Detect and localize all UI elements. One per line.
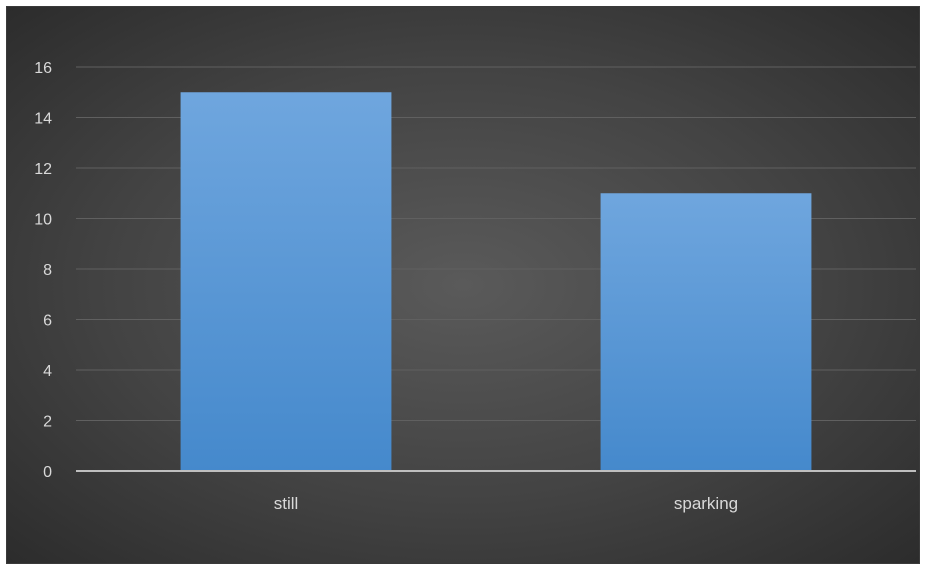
y-tick-label: 12 <box>34 161 52 178</box>
bar-sparking <box>600 193 812 471</box>
y-tick-label: 2 <box>43 414 52 431</box>
y-tick-label: 8 <box>43 262 52 279</box>
y-tick-label: 10 <box>34 212 52 229</box>
y-tick-label: 14 <box>34 111 52 128</box>
x-category-label: still <box>274 494 299 513</box>
x-axis-categories: still sparking <box>274 494 738 513</box>
y-tick-label: 0 <box>43 464 52 481</box>
y-axis-ticks: 0 2 4 6 8 10 12 14 16 <box>34 60 52 481</box>
bars <box>180 92 812 471</box>
y-tick-label: 16 <box>34 60 52 77</box>
y-tick-label: 4 <box>43 363 52 380</box>
bar-still <box>180 92 392 471</box>
x-category-label: sparking <box>674 494 738 513</box>
y-tick-label: 6 <box>43 313 52 330</box>
